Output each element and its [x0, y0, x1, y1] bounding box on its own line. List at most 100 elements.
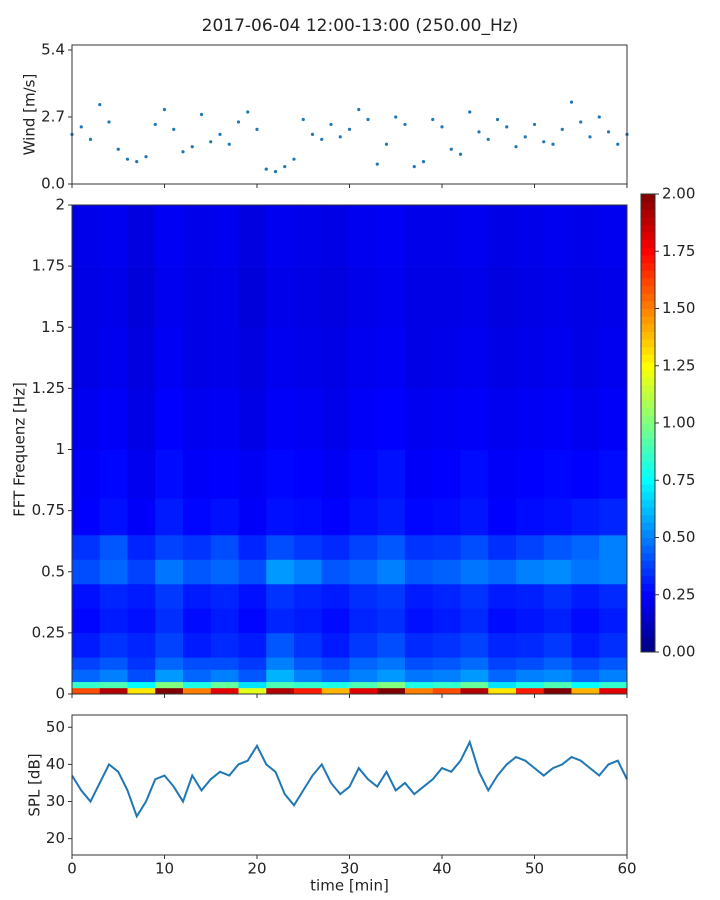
heatmap-cell: [294, 266, 323, 328]
heatmap-cell: [488, 535, 517, 560]
point: [569, 100, 574, 104]
heatmap-cell: [377, 687, 406, 695]
heatmap-cell: [99, 583, 128, 609]
heatmap-cell: [294, 327, 323, 389]
point: [338, 135, 342, 139]
heatmap-cell: [238, 535, 267, 560]
heatmap-cell: [599, 535, 628, 560]
heatmap-cell: [99, 266, 128, 328]
heatmap-cell: [516, 608, 545, 634]
point: [107, 120, 111, 124]
heatmap-cell: [377, 388, 406, 450]
point: [394, 115, 398, 119]
point: [199, 112, 204, 117]
heatmap-cell: [377, 498, 406, 536]
heatmap-cell: [377, 583, 406, 609]
colorbar-segment: [641, 415, 655, 424]
heatmap-cell: [432, 559, 461, 585]
heatmap-cell: [210, 669, 239, 683]
heatmap-cell: [432, 632, 461, 658]
colorbar-segment: [641, 361, 655, 371]
heatmap-cell: [488, 205, 517, 267]
heatmap-cell: [127, 449, 156, 499]
heatmap-cell: [294, 449, 323, 499]
point: [153, 122, 157, 127]
point: [579, 120, 583, 124]
y-tick-label: 1.5: [41, 318, 65, 336]
colorbar-segment: [641, 430, 655, 439]
point: [523, 135, 527, 139]
heatmap-cell: [460, 687, 489, 695]
heatmap-cell: [599, 559, 628, 585]
heatmap-cell: [432, 535, 461, 560]
heatmap-cell: [99, 535, 128, 560]
spl-line: [71, 739, 628, 819]
heatmap-cell: [183, 583, 212, 609]
heatmap-cell: [349, 266, 378, 328]
heatmap-cell: [99, 327, 128, 389]
heatmap-cell: [72, 498, 101, 536]
heatmap-cell: [183, 498, 212, 536]
heatmap-cell: [377, 266, 406, 328]
point: [246, 110, 250, 114]
heatmap-cell: [405, 388, 434, 450]
point: [218, 132, 222, 136]
colorbar-tick-label: 1.50: [662, 299, 695, 317]
heatmap-cell: [183, 266, 212, 328]
colorbar-segment: [641, 323, 655, 332]
x-tick-label: 40: [432, 860, 451, 878]
heatmap-cell: [266, 657, 295, 670]
y-tick-label: 1: [55, 440, 65, 458]
heatmap-cell: [488, 583, 517, 609]
heatmap-cell: [321, 583, 350, 609]
point: [357, 107, 361, 112]
heatmap-cell: [127, 327, 156, 389]
y-axis-label: SPL [dB]: [26, 753, 44, 816]
point: [190, 145, 194, 149]
heatmap-cell: [516, 266, 545, 328]
point: [79, 125, 83, 129]
heatmap-cell: [516, 535, 545, 560]
figure-title: 2017-06-04 12:00-13:00 (250.00_Hz): [202, 16, 519, 36]
colorbar-tick-label: 0.00: [662, 643, 695, 661]
colorbar-tick-label: 1.25: [662, 356, 695, 374]
heatmap-cell: [210, 657, 239, 670]
x-tick-label: 30: [340, 860, 359, 878]
heatmap-cell: [460, 632, 489, 658]
heatmap-cell: [488, 632, 517, 658]
colorbar-segment: [641, 445, 655, 455]
y-tick-label: 1.75: [32, 257, 65, 275]
heatmap-cell: [460, 327, 489, 389]
point: [125, 157, 130, 161]
heatmap-cell: [238, 266, 267, 328]
heatmap-cell: [266, 583, 295, 609]
heatmap-cell: [571, 498, 600, 536]
heatmap-cell: [405, 449, 434, 499]
heatmap-cell: [349, 388, 378, 450]
heatmap-cell: [349, 498, 378, 536]
heatmap-cell: [210, 687, 239, 695]
heatmap-cell: [405, 327, 434, 389]
heatmap-cell: [238, 608, 267, 634]
heatmap-cell: [99, 687, 128, 695]
colorbar-segment: [641, 339, 655, 348]
heatmap-cell: [488, 669, 517, 683]
heatmap-cell: [571, 559, 600, 585]
heatmap-cell: [99, 559, 128, 585]
heatmap-cell: [294, 608, 323, 634]
point: [532, 122, 537, 127]
heatmap-cell: [599, 632, 628, 658]
heatmap-cell: [238, 657, 267, 670]
heatmap-cell: [183, 669, 212, 683]
heatmap-cell: [516, 205, 545, 267]
heatmap-cell: [321, 608, 350, 634]
heatmap-cell: [405, 205, 434, 267]
heatmap-cell: [377, 669, 406, 683]
heatmap-cell: [183, 449, 212, 499]
colorbar-segment: [641, 491, 655, 500]
y-tick-label: 0.75: [32, 501, 65, 519]
y-tick-label: 30: [46, 792, 65, 810]
heatmap-cell: [543, 449, 572, 499]
colorbar-segment: [641, 476, 655, 485]
point: [440, 125, 444, 129]
